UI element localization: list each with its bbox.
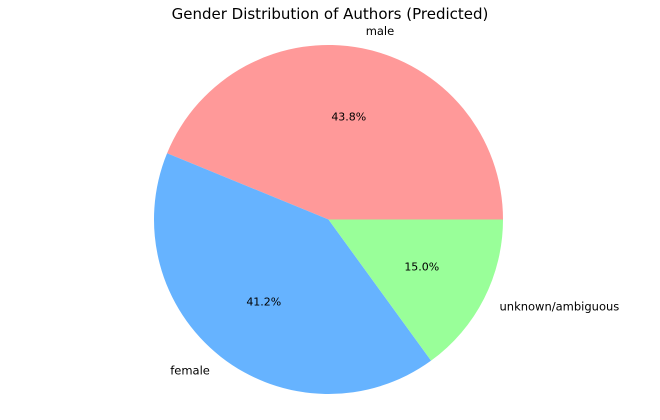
slice-label-female: female [170,363,210,377]
pct-label-unknown-ambiguous: 15.0% [404,261,439,274]
slice-label-male: male [366,24,395,38]
pct-label-male: 43.8% [331,110,366,123]
pie-slice-female [153,153,432,395]
chart-title: Gender Distribution of Authors (Predicte… [171,5,489,23]
pie-slice-male [167,44,503,220]
pct-label-female: 41.2% [246,295,281,308]
pie-slice-unknown-ambiguous [328,219,503,361]
slice-label-unknown-ambiguous: unknown/ambiguous [500,300,620,314]
